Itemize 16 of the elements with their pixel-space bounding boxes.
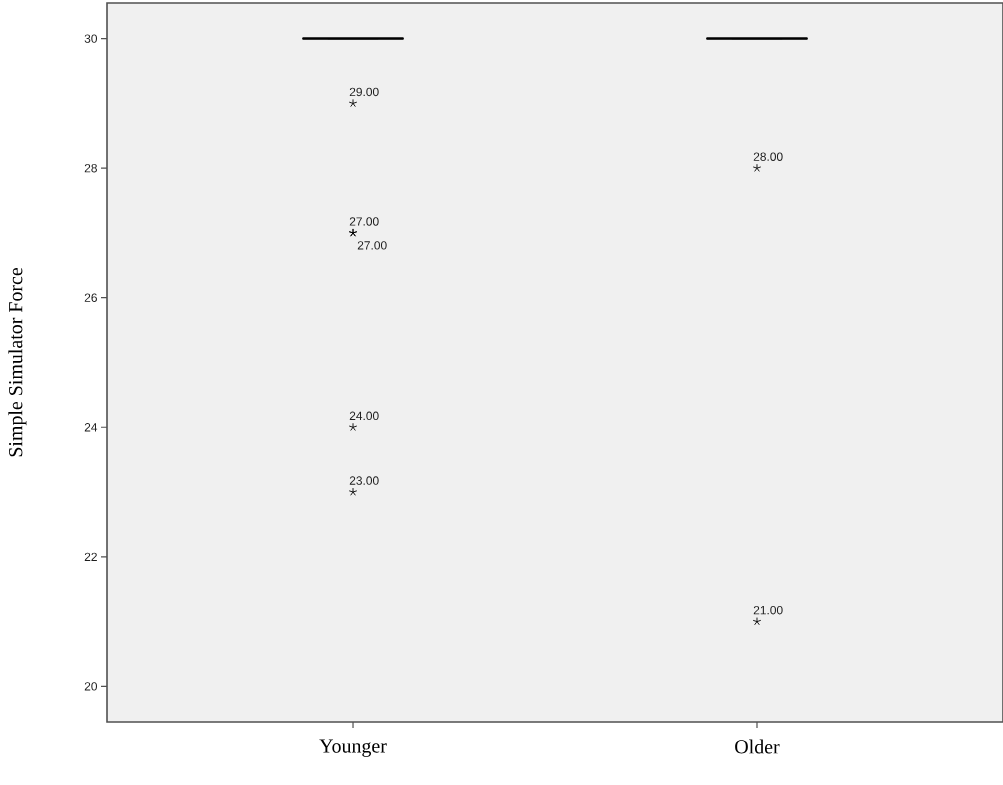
y-tick-label: 28 (84, 163, 97, 173)
y-tick-label: 22 (84, 552, 97, 561)
annotation: 27.00 (357, 241, 387, 250)
annotation: 23.00 (349, 476, 379, 485)
x-tick-label: Older (735, 739, 780, 754)
annotation: 28.00 (753, 152, 783, 161)
annotation: 27.00 (349, 217, 379, 226)
y-tick-label: 26 (84, 293, 97, 302)
y-axis-title: Simple Simulator Force (8, 267, 27, 457)
annotation: 24.00 (349, 411, 379, 421)
annotation: 29.00 (349, 87, 379, 97)
y-tick-label: 24 (84, 423, 98, 432)
annotation: 21.00 (753, 605, 783, 615)
x-tick-label: Younger (319, 739, 387, 757)
y-tick-label: 30 (84, 34, 98, 43)
y-tick-label: 20 (84, 682, 98, 691)
